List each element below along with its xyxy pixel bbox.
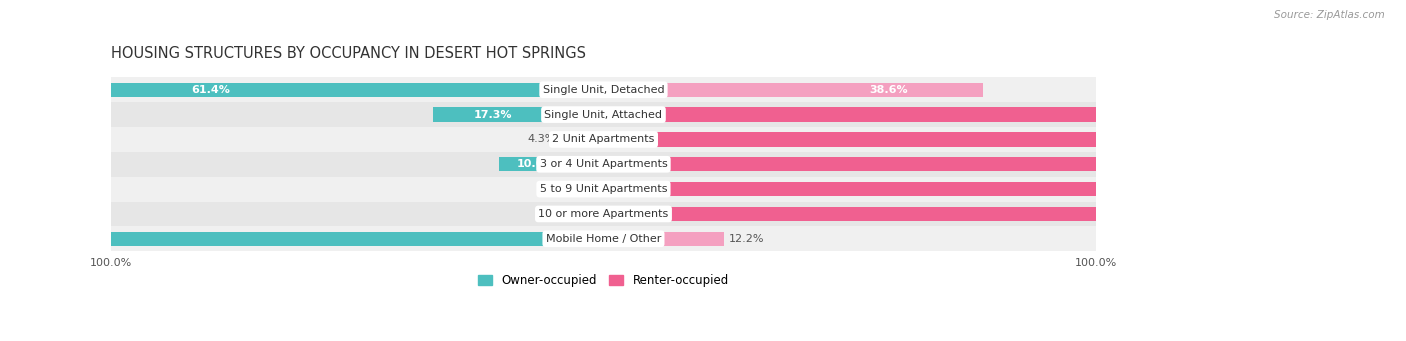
Bar [603, 83, 983, 97]
Text: Single Unit, Detached: Single Unit, Detached [543, 85, 664, 95]
Text: 61.4%: 61.4% [191, 85, 231, 95]
Text: 82.7%: 82.7% [1195, 109, 1233, 120]
Legend: Owner-occupied, Renter-occupied: Owner-occupied, Renter-occupied [478, 274, 728, 287]
Bar [0, 83, 603, 97]
Text: Mobile Home / Other: Mobile Home / Other [546, 234, 661, 244]
Text: 87.8%: 87.8% [22, 234, 60, 244]
Text: 4.3%: 4.3% [527, 134, 557, 145]
Text: Single Unit, Attached: Single Unit, Attached [544, 109, 662, 120]
Bar [603, 157, 1406, 172]
Bar [111, 226, 1095, 251]
Bar [111, 177, 1095, 202]
Text: 0.0%: 0.0% [555, 184, 583, 194]
Bar [111, 152, 1095, 177]
Bar [603, 207, 1406, 221]
Text: 100.0%: 100.0% [1319, 209, 1365, 219]
Bar [603, 107, 1406, 122]
Text: Source: ZipAtlas.com: Source: ZipAtlas.com [1274, 10, 1385, 20]
Text: 12.2%: 12.2% [728, 234, 763, 244]
Text: HOUSING STRUCTURES BY OCCUPANCY IN DESERT HOT SPRINGS: HOUSING STRUCTURES BY OCCUPANCY IN DESER… [111, 46, 586, 61]
Text: 3 or 4 Unit Apartments: 3 or 4 Unit Apartments [540, 159, 668, 169]
Bar [111, 102, 1095, 127]
Text: 38.6%: 38.6% [869, 85, 908, 95]
Text: 100.0%: 100.0% [1319, 184, 1365, 194]
Bar [111, 202, 1095, 226]
Bar [603, 232, 724, 246]
Text: 2 Unit Apartments: 2 Unit Apartments [553, 134, 655, 145]
Bar [111, 127, 1095, 152]
Bar [561, 132, 603, 147]
Text: 5 to 9 Unit Apartments: 5 to 9 Unit Apartments [540, 184, 668, 194]
Bar [603, 182, 1406, 196]
Bar [499, 157, 603, 172]
Bar [0, 232, 603, 246]
Text: 89.4%: 89.4% [1244, 159, 1282, 169]
Text: 10 or more Apartments: 10 or more Apartments [538, 209, 669, 219]
Text: 10.6%: 10.6% [516, 159, 555, 169]
Bar [111, 77, 1095, 102]
Bar [433, 107, 603, 122]
Bar [603, 132, 1406, 147]
Text: 95.7%: 95.7% [1291, 134, 1329, 145]
Text: 0.0%: 0.0% [555, 209, 583, 219]
Text: 17.3%: 17.3% [474, 109, 512, 120]
